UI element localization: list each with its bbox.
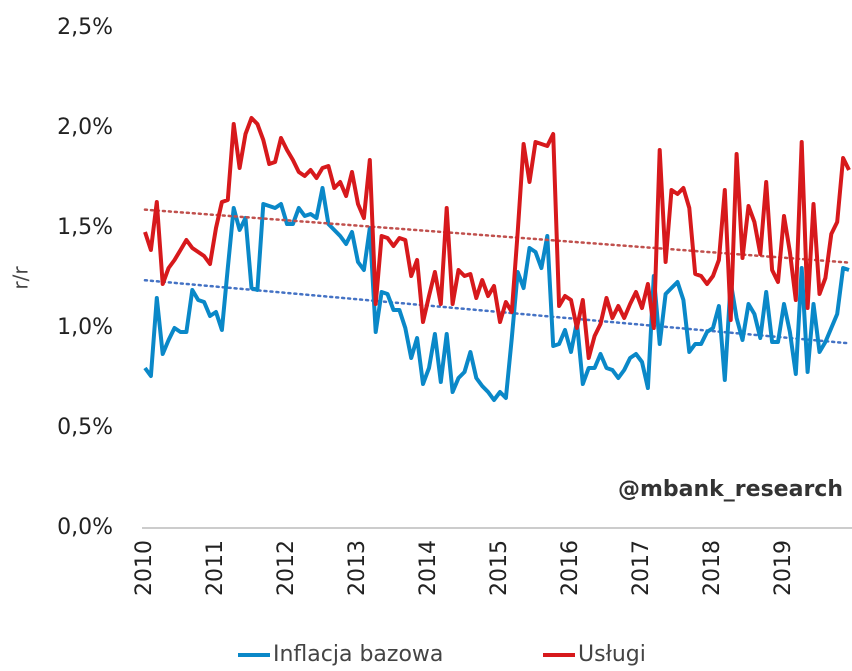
- x-tick-label: 2011: [203, 540, 228, 596]
- x-tick-label: 2014: [416, 540, 441, 596]
- x-tick-label: 2017: [629, 540, 654, 596]
- x-tick-label: 2013: [345, 540, 370, 596]
- x-tick-label: 2019: [771, 540, 796, 596]
- y-tick-label: 1,0%: [57, 315, 113, 340]
- y-tick-label: 0,5%: [57, 415, 113, 440]
- legend-label: Usługi: [578, 642, 646, 667]
- y-axis-label: r/r: [9, 266, 33, 290]
- x-tick-label: 2012: [274, 540, 299, 596]
- series-line: [143, 116, 851, 360]
- x-tick-label: 2016: [558, 540, 583, 596]
- y-tick-label: 0,0%: [57, 515, 113, 540]
- x-tick-label: 2015: [487, 540, 512, 596]
- watermark: @mbank_research: [618, 477, 843, 502]
- y-tick-label: 1,5%: [57, 215, 113, 240]
- x-tick-label: 2010: [132, 540, 157, 596]
- x-tick-label: 2018: [700, 540, 725, 596]
- y-tick-label: 2,5%: [57, 15, 113, 40]
- legend-label: Inflacja bazowa: [273, 642, 443, 667]
- y-tick-label: 2,0%: [57, 115, 113, 140]
